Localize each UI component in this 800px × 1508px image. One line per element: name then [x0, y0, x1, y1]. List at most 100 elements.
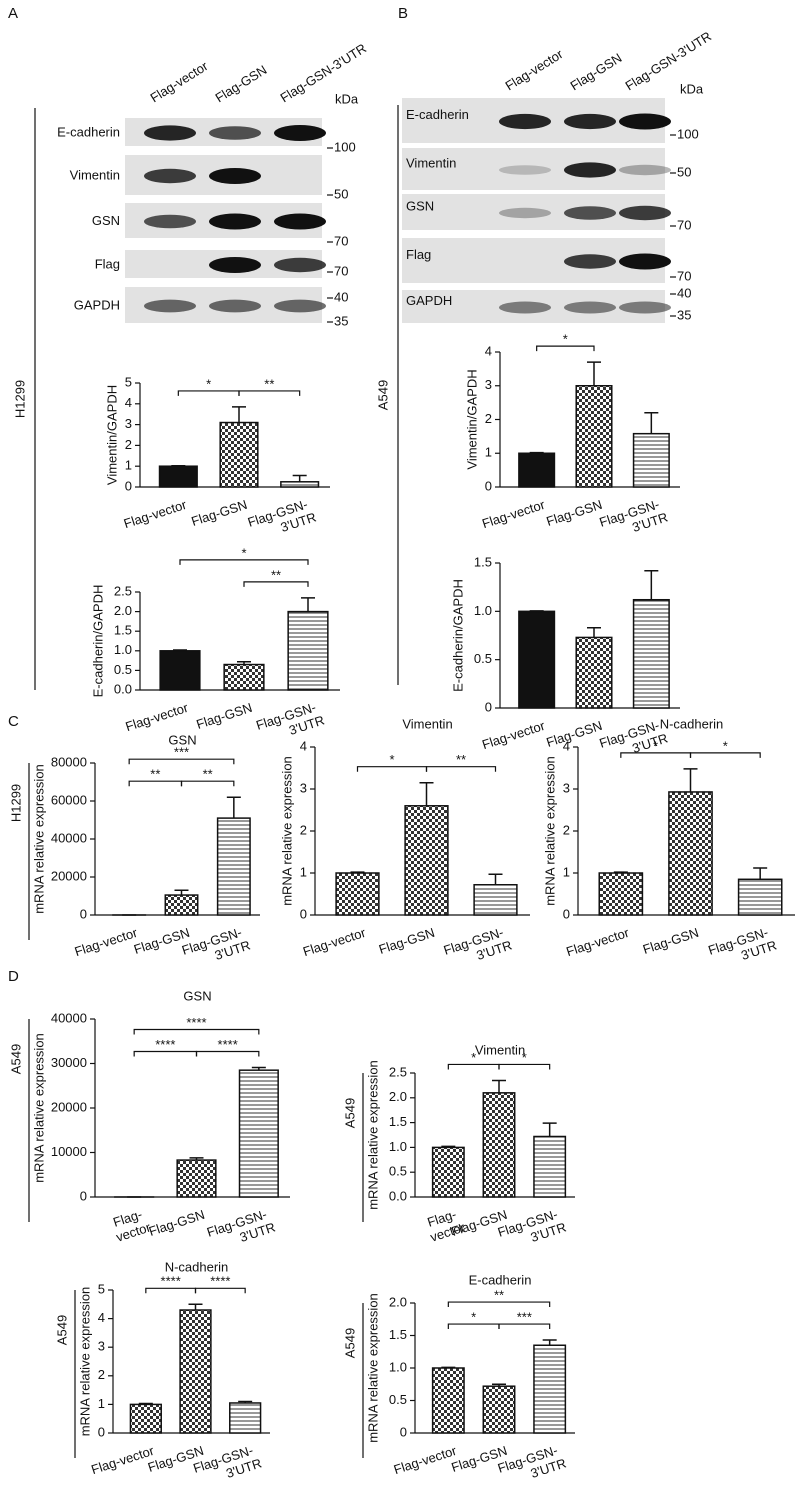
band [274, 299, 326, 313]
chart-title: GSN [168, 732, 196, 747]
band [499, 207, 551, 219]
x-tick-label: Flag-GSN-3'UTR [496, 1442, 568, 1491]
y-tick-label: 1.5 [389, 1327, 407, 1342]
sig-bracket [195, 1050, 260, 1057]
y-tick-label: 3 [485, 377, 492, 392]
y-tick-label: 1 [485, 445, 492, 460]
bar [404, 805, 449, 916]
sig-label: **** [161, 1274, 181, 1289]
error-bar [174, 889, 189, 896]
sig-bracket [145, 1287, 197, 1294]
band [619, 301, 671, 314]
y-tick-label: 2.0 [114, 603, 132, 618]
y-tick-label: 1.0 [389, 1139, 407, 1154]
y-axis-label: mRNA relative expression [31, 764, 46, 914]
y-axis-label: Vimentin/GAPDH [464, 369, 479, 469]
chart-title: GSN [183, 988, 211, 1003]
bar [335, 872, 380, 916]
bar [219, 421, 259, 488]
side-label: A549 [342, 1328, 357, 1358]
sig-bracket [498, 1323, 551, 1330]
y-axis-label: mRNA relative expression [365, 1293, 380, 1443]
y-tick-label: 1 [125, 458, 132, 473]
band [274, 125, 326, 141]
panel-label: A [8, 5, 18, 22]
sig-label: **** [218, 1037, 238, 1052]
y-tick-label: 3 [300, 780, 307, 795]
side-label: A549 [54, 1315, 69, 1345]
x-tick-label: Flag-GSN-3'UTR [254, 699, 326, 748]
y-tick-label: 0 [80, 1188, 87, 1203]
y-axis-label: mRNA relative expression [77, 1287, 92, 1437]
x-tick-label: Flag-GSN [544, 718, 604, 750]
band [209, 257, 261, 273]
sig-label: ** [264, 376, 274, 391]
bar [129, 1403, 162, 1434]
y-tick-label: 0.5 [389, 1164, 407, 1179]
band [209, 168, 261, 184]
sig-label: ** [494, 1287, 504, 1302]
bar [668, 791, 713, 916]
band [564, 301, 616, 314]
x-tick-label: Flag-vector [480, 718, 547, 753]
band [144, 214, 196, 229]
sig-label: * [241, 545, 246, 560]
y-tick-label: 0 [80, 906, 87, 921]
y-tick-label: 0.5 [114, 662, 132, 677]
bar [238, 1069, 279, 1198]
cell-line-label: A549 [375, 380, 390, 410]
bar [176, 1159, 217, 1198]
y-tick-label: 1 [563, 864, 570, 879]
bar [533, 1344, 567, 1434]
error-bar [488, 873, 503, 885]
x-tick-label: Flag-GSN [189, 497, 249, 529]
y-axis-label: Vimentin/GAPDH [104, 385, 119, 485]
row-label: Flag [406, 247, 431, 262]
y-tick-label: 0.5 [474, 651, 492, 666]
y-tick-label: 0 [300, 906, 307, 921]
y-tick-label: 5 [125, 374, 132, 389]
error-bar [188, 1303, 203, 1311]
band [274, 257, 326, 273]
y-tick-label: 3 [125, 416, 132, 431]
x-tick-label: Flag-vector [124, 700, 191, 735]
y-tick-label: 3 [98, 1339, 105, 1354]
x-tick-label: Flag-vector [564, 925, 631, 960]
error-bar [644, 569, 659, 600]
y-tick-label: 80000 [51, 754, 87, 769]
chart-title: E-cadherin [469, 1272, 532, 1287]
marker-label: 70 [334, 263, 348, 278]
y-tick-label: 40000 [51, 830, 87, 845]
x-tick-label: Flag-vector [480, 497, 547, 532]
error-bar [173, 649, 187, 651]
sig-bracket [128, 758, 235, 765]
y-tick-label: 0.5 [389, 1392, 407, 1407]
marker-label: 40 [677, 285, 691, 300]
bar [575, 385, 613, 488]
x-tick-label: Flag-GSN-3'UTR [598, 496, 670, 545]
band [564, 254, 616, 269]
sig-bracket [356, 766, 428, 772]
sig-bracket [179, 559, 309, 565]
bar [179, 1309, 212, 1434]
unit-label: kDa [335, 91, 359, 106]
y-tick-label: 2 [300, 822, 307, 837]
x-tick-label: Flag-GSN [641, 925, 701, 957]
row-label: GAPDH [74, 297, 120, 312]
x-tick-label: Flag-GSN [194, 700, 254, 732]
y-axis-label: mRNA relative expression [31, 1033, 46, 1183]
marker-label: 40 [334, 289, 348, 304]
y-tick-label: 4 [300, 738, 307, 753]
y-tick-label: 2.0 [389, 1294, 407, 1309]
error-bar [587, 627, 601, 638]
sig-bracket [243, 581, 309, 587]
error-bar [138, 1402, 153, 1405]
bar [216, 817, 251, 916]
lane-label: Flag-vector [502, 46, 566, 94]
lane-label: Flag-vector [147, 58, 211, 106]
y-tick-label: 60000 [51, 792, 87, 807]
bar [518, 452, 556, 488]
y-tick-label: 0 [125, 478, 132, 493]
band [144, 168, 196, 184]
x-tick-label: Flag-GSN-3'UTR [706, 924, 778, 973]
